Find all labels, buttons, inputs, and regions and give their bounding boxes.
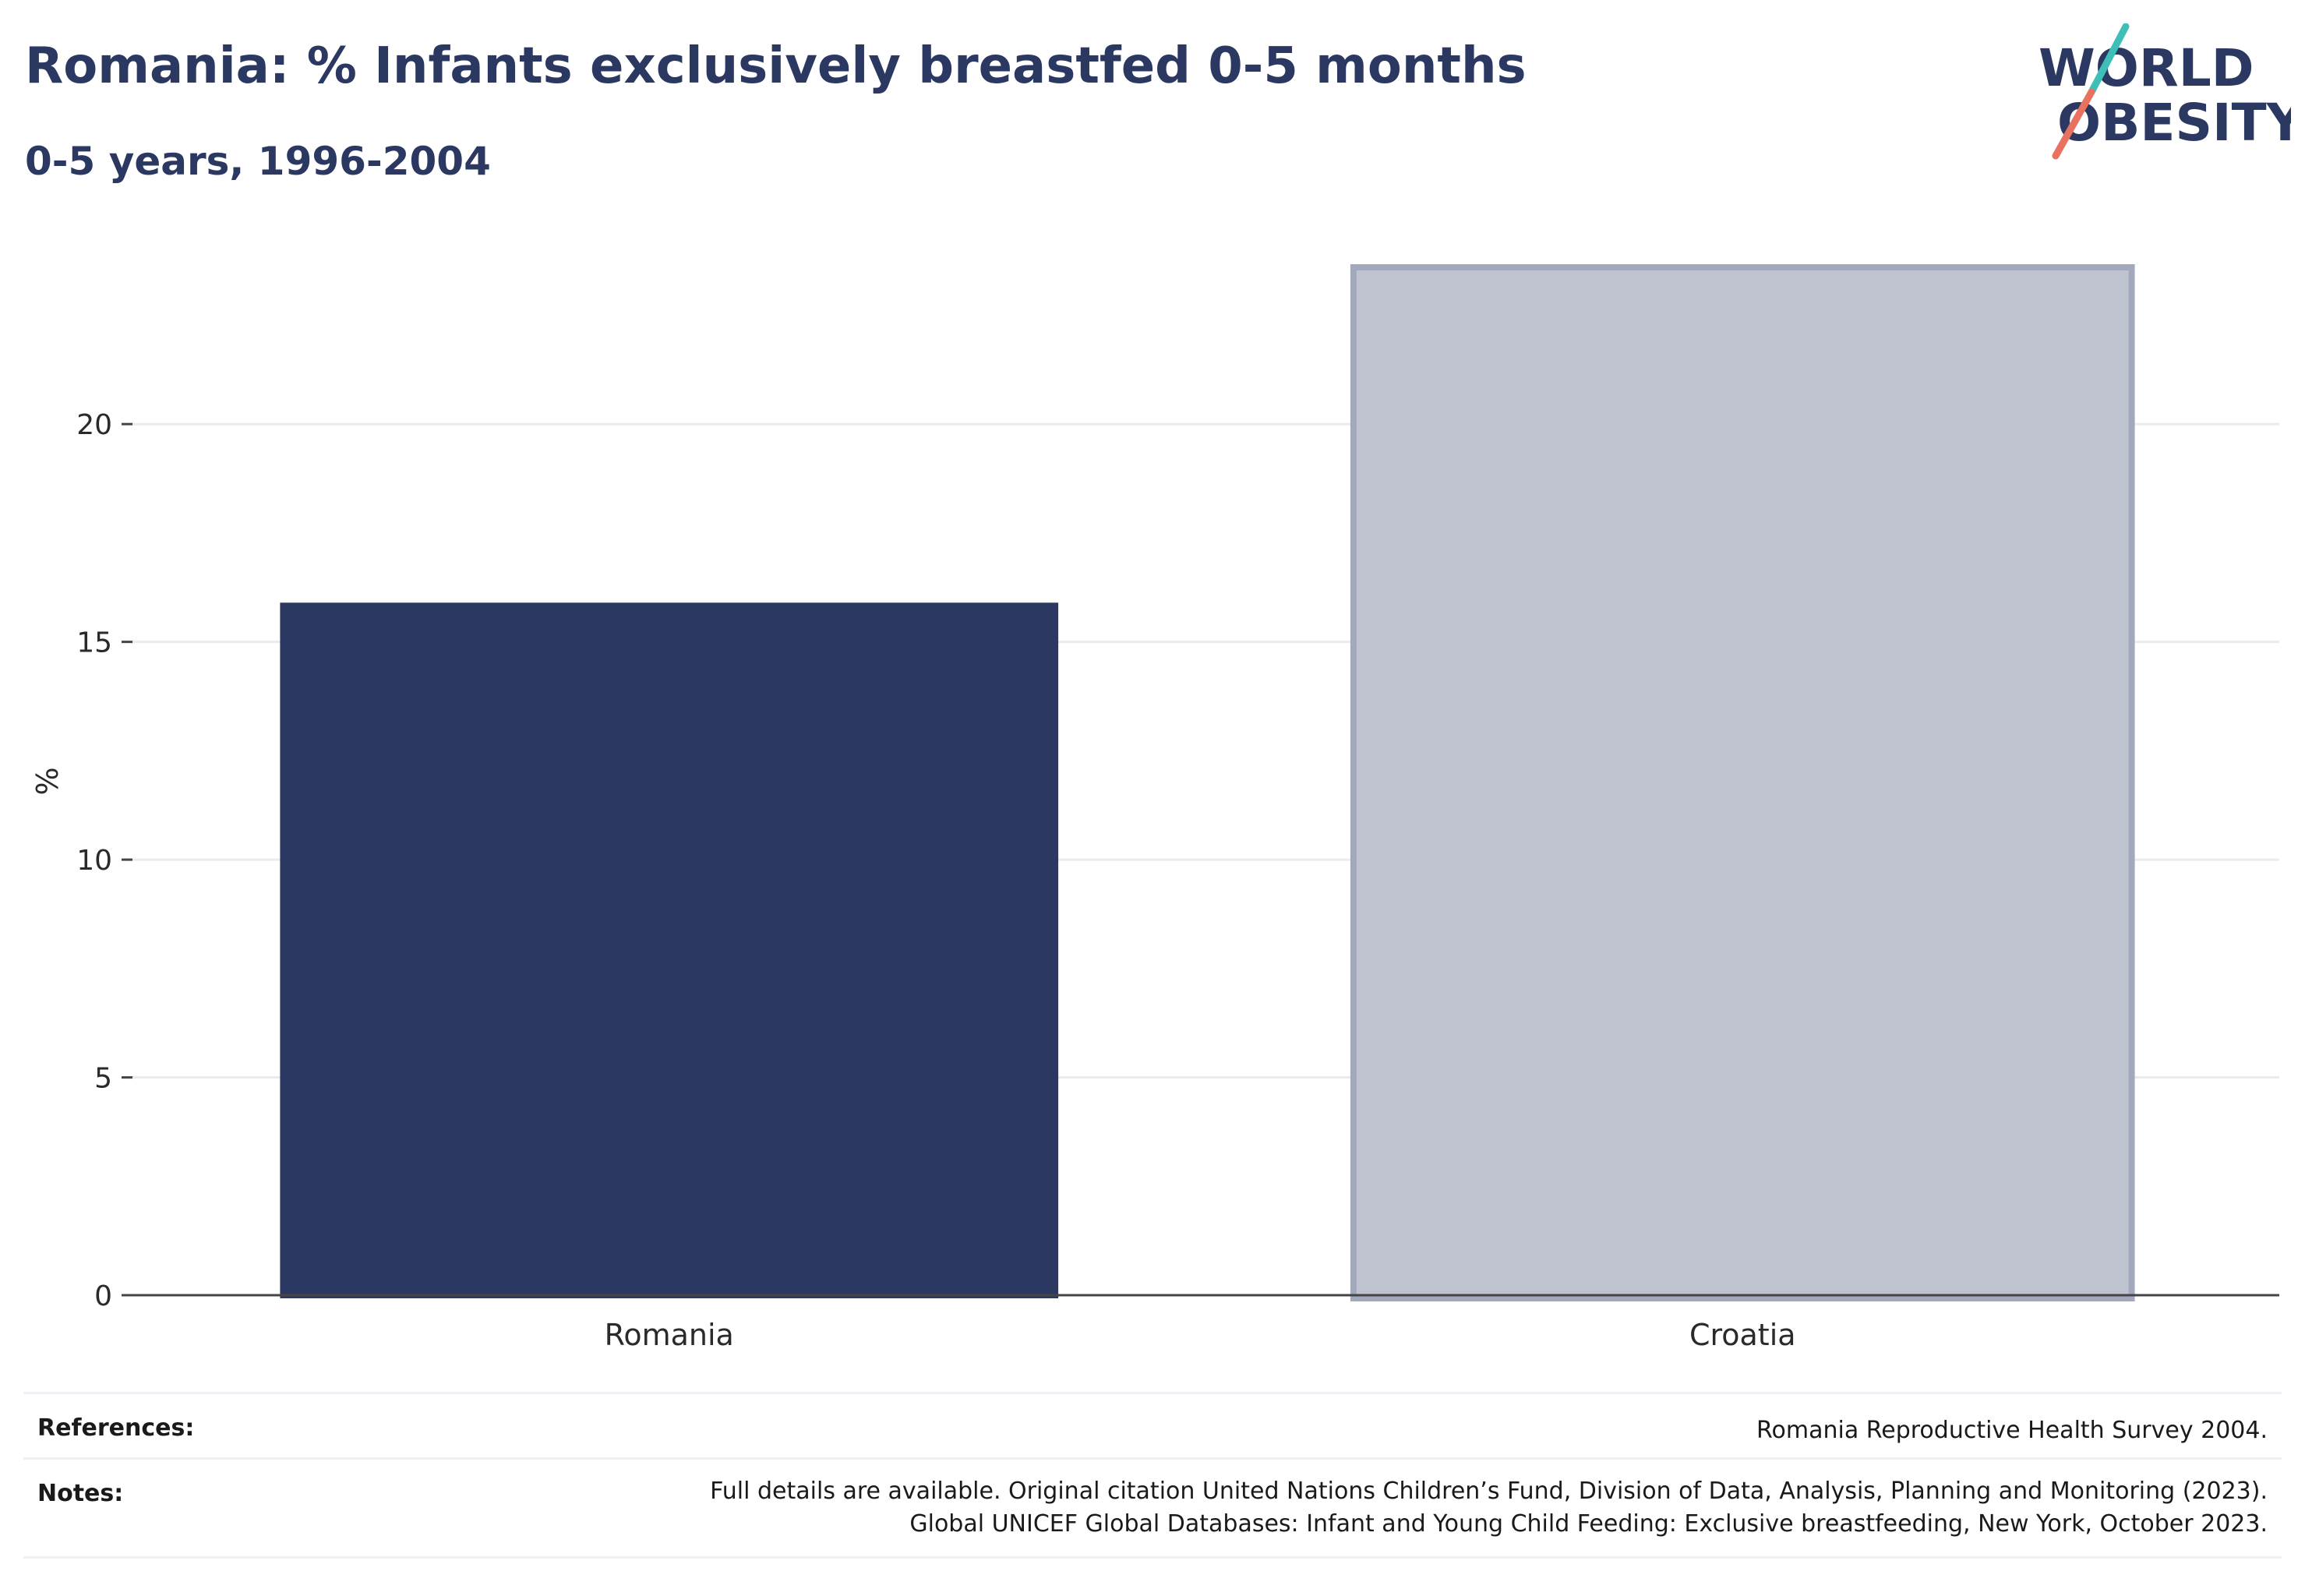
notes-section: Notes: Full details are available. Origi… xyxy=(23,1457,2282,1559)
world-obesity-logo: WORLD OBESITY xyxy=(2038,23,2291,160)
bar-croatia xyxy=(1350,264,2135,1301)
chart-subtitle: 0-5 years, 1996-2004 xyxy=(25,139,491,184)
bar-romania xyxy=(280,602,1059,1298)
notes-line2: Global UNICEF Global Databases: Infant a… xyxy=(909,1510,2268,1538)
y-tick-label: 15 xyxy=(76,627,112,659)
notes-row: Notes: Full details are available. Origi… xyxy=(23,1460,2282,1556)
chart-title: Romania: % Infants exclusively breastfed… xyxy=(25,37,1527,95)
notes-label: Notes: xyxy=(37,1480,124,1507)
y-axis-label: % xyxy=(30,767,65,795)
notes-text: Full details are available. Original cit… xyxy=(710,1475,2268,1541)
logo-slash-coral xyxy=(2052,88,2095,160)
logo-line1: WORLD xyxy=(2038,38,2254,98)
y-tick-label: 10 xyxy=(76,845,112,877)
logo-line2: OBESITY xyxy=(2057,93,2291,153)
references-row: References: Romania Reproductive Health … xyxy=(23,1394,2282,1463)
footer: References: Romania Reproductive Health … xyxy=(23,1392,2282,1464)
references-label: References: xyxy=(37,1414,195,1442)
x-axis-labels: Romania Croatia xyxy=(605,1318,1796,1352)
bar-chart: 0 5 10 15 20 Romania Croatia % xyxy=(30,264,2279,1352)
y-tick-label: 5 xyxy=(94,1063,112,1095)
bars xyxy=(280,264,2135,1301)
y-tick-label: 0 xyxy=(94,1280,112,1312)
y-axis-ticks: 0 5 10 15 20 xyxy=(76,409,132,1312)
references-text: Romania Reproductive Health Survey 2004. xyxy=(1756,1417,2268,1444)
x-tick-label-croatia: Croatia xyxy=(1689,1318,1796,1352)
y-tick-label: 20 xyxy=(76,409,112,441)
notes-line1: Full details are available. Original cit… xyxy=(710,1478,2268,1505)
x-tick-label-romania: Romania xyxy=(605,1318,734,1352)
logo-slash-teal xyxy=(2088,23,2130,96)
